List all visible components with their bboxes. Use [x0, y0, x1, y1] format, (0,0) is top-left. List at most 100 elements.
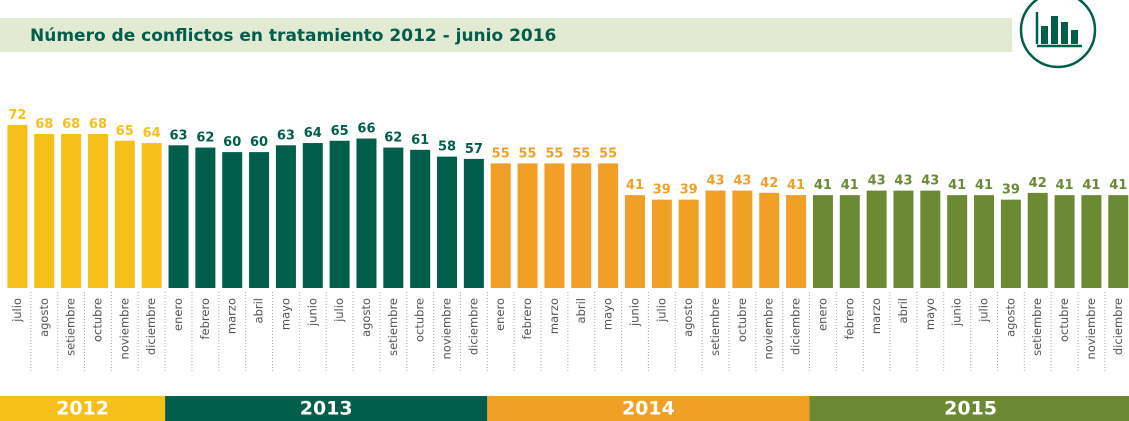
- bar: [947, 195, 968, 288]
- value-label: 43: [894, 174, 912, 189]
- chart-title: Número de conflictos en tratamiento 2012…: [30, 26, 556, 46]
- x-tick-label: noviembre: [117, 298, 131, 359]
- value-label: 68: [89, 117, 107, 132]
- value-label: 55: [599, 146, 617, 161]
- x-tick-label: febrero: [520, 298, 534, 340]
- x-tick-label: agosto: [1003, 298, 1017, 337]
- bar: [249, 152, 270, 288]
- x-tick-label: agosto: [359, 298, 373, 337]
- x-tick-label: agosto: [37, 298, 51, 337]
- bar: [786, 195, 807, 288]
- value-label: 55: [519, 146, 537, 161]
- value-label: 55: [492, 146, 510, 161]
- bar: [839, 195, 860, 288]
- x-tick-label: mayo: [278, 298, 292, 330]
- x-tick-label: setiembre: [64, 298, 78, 356]
- x-tick-label: abril: [896, 298, 910, 323]
- x-tick-label: febrero: [842, 298, 856, 340]
- value-label: 39: [653, 183, 671, 198]
- value-label: 60: [223, 135, 241, 150]
- bar: [356, 138, 377, 288]
- bar: [759, 192, 780, 288]
- value-label: 43: [733, 174, 751, 189]
- bar: [437, 156, 458, 288]
- bar: [517, 163, 538, 288]
- legend-label: 2014: [622, 398, 675, 420]
- bar: [651, 199, 672, 288]
- bar: [920, 190, 941, 288]
- legend-band: [487, 396, 810, 421]
- x-tick-label: noviembre: [762, 298, 776, 359]
- bar: [812, 195, 833, 288]
- bar: [866, 190, 887, 288]
- bar: [114, 140, 135, 288]
- x-tick-label: agosto: [681, 298, 695, 337]
- bar: [383, 147, 404, 288]
- x-tick-label: diciembre: [789, 298, 803, 355]
- x-tick-label: mayo: [923, 298, 937, 330]
- x-tick-label: octubre: [735, 298, 749, 342]
- x-tick-label: setiembre: [708, 298, 722, 356]
- bar: [222, 152, 243, 288]
- value-label: 41: [1082, 178, 1100, 193]
- value-label: 68: [62, 117, 80, 132]
- value-label: 66: [357, 122, 375, 137]
- value-label: 55: [545, 146, 563, 161]
- x-tick-label: enero: [493, 298, 507, 331]
- bar: [1000, 199, 1021, 288]
- bar: [893, 190, 914, 288]
- value-label: 41: [787, 178, 805, 193]
- x-tick-label: abril: [574, 298, 588, 323]
- bar: [705, 190, 726, 288]
- value-label: 43: [706, 174, 724, 189]
- bar: [974, 195, 995, 288]
- bar: [624, 195, 645, 288]
- bar: [1108, 195, 1129, 288]
- x-tick-label: enero: [171, 298, 185, 331]
- bar: [410, 149, 431, 288]
- x-tick-label: diciembre: [144, 298, 158, 355]
- value-label: 42: [1029, 176, 1047, 191]
- x-tick-label: julio: [332, 298, 346, 323]
- x-tick-label: junio: [305, 298, 319, 327]
- bar: [571, 163, 592, 288]
- x-tick-label: marzo: [869, 298, 883, 334]
- value-label: 57: [465, 142, 483, 157]
- bar: [302, 143, 323, 288]
- value-label: 62: [196, 131, 214, 146]
- value-label: 65: [331, 124, 349, 139]
- bar: [1081, 195, 1102, 288]
- x-tick-label: setiembre: [1030, 298, 1044, 356]
- x-tick-label: octubre: [413, 298, 427, 342]
- value-label: 63: [277, 128, 295, 143]
- value-label: 65: [116, 124, 134, 139]
- x-tick-label: diciembre: [466, 298, 480, 355]
- bar: [275, 145, 296, 288]
- x-tick-label: marzo: [547, 298, 561, 334]
- value-label: 42: [760, 176, 778, 191]
- title-band: [0, 18, 1012, 52]
- bar: [61, 133, 82, 288]
- value-label: 39: [1002, 183, 1020, 198]
- x-tick-label: febrero: [198, 298, 212, 340]
- bar: [87, 133, 108, 288]
- value-label: 41: [1109, 178, 1127, 193]
- legend-label: 2015: [944, 398, 997, 420]
- x-tick-label: marzo: [225, 298, 239, 334]
- value-label: 41: [1056, 178, 1074, 193]
- value-label: 41: [814, 178, 832, 193]
- legend-band: [809, 396, 1129, 421]
- bar: [329, 140, 350, 288]
- value-label: 64: [143, 126, 161, 141]
- value-label: 39: [680, 183, 698, 198]
- x-tick-label: junio: [627, 298, 641, 327]
- value-label: 63: [169, 128, 187, 143]
- value-label: 68: [35, 117, 53, 132]
- legend-band: [0, 396, 166, 421]
- value-label: 72: [8, 108, 26, 123]
- x-tick-label: julio: [10, 298, 24, 323]
- value-label: 41: [626, 178, 644, 193]
- value-label: 41: [975, 178, 993, 193]
- value-label: 41: [948, 178, 966, 193]
